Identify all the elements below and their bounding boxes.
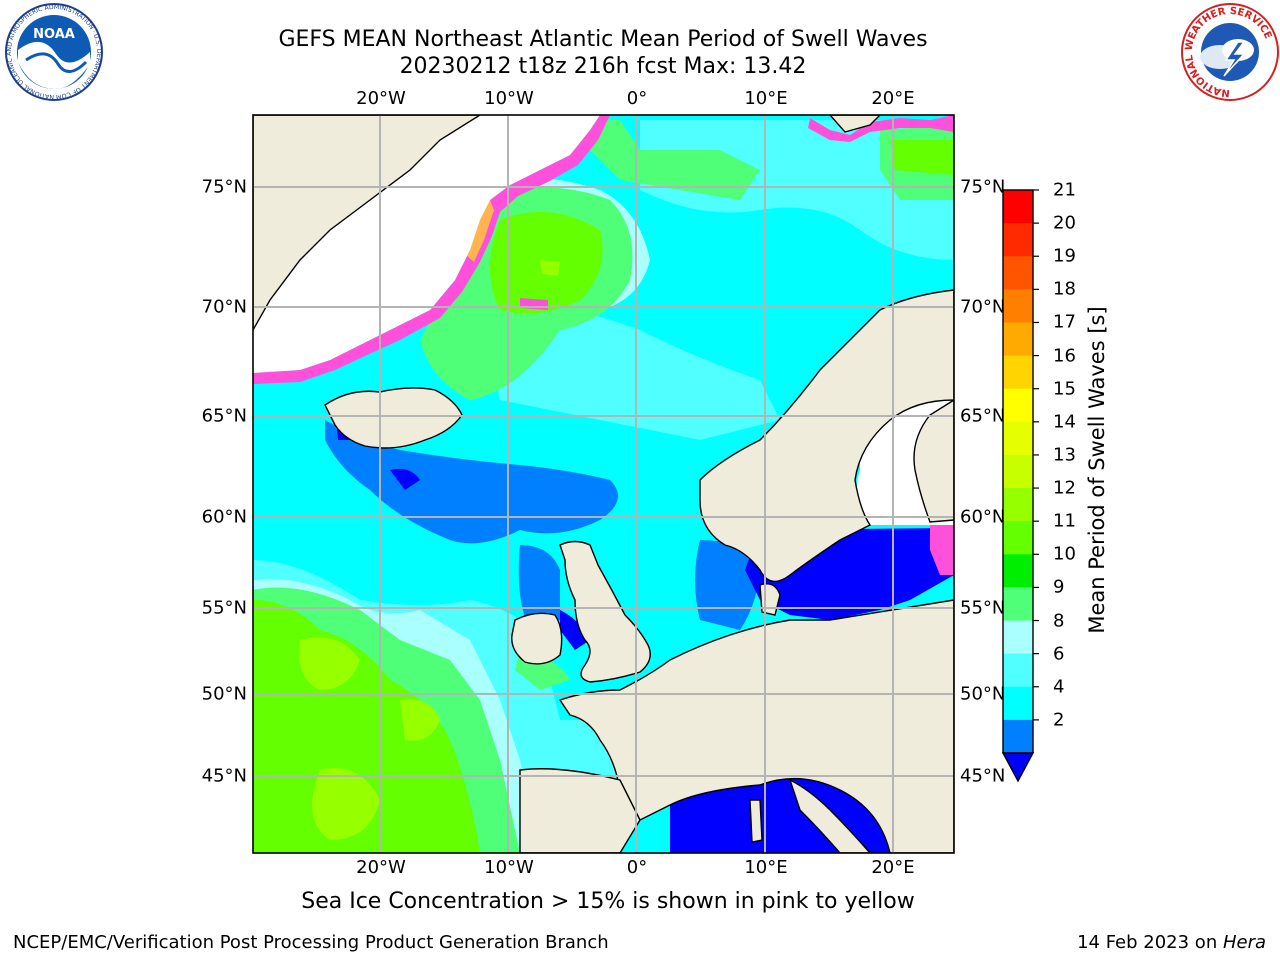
corsica-sardinia-land xyxy=(749,799,763,843)
colorbar-swatch xyxy=(1003,421,1033,456)
colorbar-extend-arrow xyxy=(1001,752,1035,783)
colorbar-tick-label: 16 xyxy=(1053,345,1076,367)
nws-logo: NATIONAL WEATHER SERVICE xyxy=(1181,3,1279,101)
colorbar-swatch xyxy=(1003,223,1033,257)
great-britain-land xyxy=(559,540,651,683)
lon-label-bottom: 20°E xyxy=(871,857,915,878)
lon-label-top: 0° xyxy=(626,88,648,109)
chart-title: GEFS MEAN Northeast Atlantic Mean Period… xyxy=(278,27,928,52)
swell-area-yellow-green xyxy=(299,637,360,690)
land xyxy=(253,115,954,853)
sea-ice-edge xyxy=(466,200,494,262)
colorbar-tick-label: 11 xyxy=(1053,510,1076,532)
colorbar-title: Mean Period of Swell Waves [s] xyxy=(1085,306,1109,634)
lat-label-right: 65°N xyxy=(960,405,1006,427)
colorbar-tick-label: 20 xyxy=(1053,212,1076,234)
lat-label-right: 50°N xyxy=(960,683,1006,705)
colorbar-tick-label: 10 xyxy=(1053,543,1076,565)
colorbar-swatch xyxy=(1003,719,1033,754)
lon-label-bottom: 0° xyxy=(626,857,648,878)
colorbar-swatch xyxy=(1003,554,1033,588)
colorbar-tick-label: 14 xyxy=(1053,411,1076,433)
swell-area-green xyxy=(890,140,954,175)
lat-label-right: 70°N xyxy=(960,296,1006,318)
colorbar-tick-label: 15 xyxy=(1053,378,1076,400)
colorbar-frame xyxy=(1002,189,1034,754)
lon-label-top: 10°E xyxy=(744,88,788,109)
chart-subtitle: 20230212 t18z 216h fcst Max: 13.42 xyxy=(399,54,807,79)
svalbard-land xyxy=(829,115,881,133)
colorbar-swatch xyxy=(1003,521,1033,555)
footer-date-text: 14 Feb 2023 on xyxy=(1077,932,1223,953)
swell-area-yellow-green xyxy=(312,768,380,840)
colorbar-tick-label: 18 xyxy=(1053,278,1076,300)
sea-ice-edge xyxy=(808,115,954,142)
colorbar xyxy=(1001,189,1039,783)
colorbar-tick-label: 6 xyxy=(1053,643,1065,665)
colorbar-swatch xyxy=(1003,686,1033,721)
colorbar-tick-label: 9 xyxy=(1053,576,1065,598)
lat-label-right: 55°N xyxy=(960,597,1006,619)
italy-land xyxy=(788,778,871,853)
graticule xyxy=(253,115,954,853)
lat-label-left: 65°N xyxy=(201,405,247,427)
colorbar-swatch xyxy=(1003,388,1033,423)
scandinavia-land xyxy=(699,289,954,583)
irish-sea-deep-blue xyxy=(560,610,590,650)
lat-label-left: 60°N xyxy=(201,506,247,528)
footer-machine: Hera xyxy=(1222,932,1266,953)
lat-label-right: 60°N xyxy=(960,506,1006,528)
colorbar-swatch xyxy=(1003,488,1033,522)
colorbar-tick-label: 13 xyxy=(1053,444,1076,466)
lat-label-left: 55°N xyxy=(201,597,247,619)
lon-label-bottom: 20°W xyxy=(356,857,406,878)
colorbar-tick-label: 19 xyxy=(1053,245,1076,267)
lat-label-left: 50°N xyxy=(201,683,247,705)
colorbar-swatch xyxy=(1003,587,1033,622)
colorbar-swatch xyxy=(1003,322,1033,357)
swell-area-light-green xyxy=(560,120,760,200)
colorbar-tick-label: 2 xyxy=(1053,709,1065,731)
colorbar-swatch xyxy=(1003,289,1033,323)
greenland-land xyxy=(253,115,482,332)
colorbar-tick-label: 12 xyxy=(1053,477,1076,499)
swell-area-yellow-green xyxy=(400,699,440,741)
colorbar-swatch xyxy=(1003,454,1033,489)
swell-area-blue xyxy=(325,420,618,544)
lon-label-top: 20°W xyxy=(356,88,406,109)
sea-ice-edge xyxy=(930,520,954,575)
lat-label-left: 45°N xyxy=(201,765,247,787)
swell-area-yellow-green xyxy=(540,260,560,276)
colorbar-tick-label: 4 xyxy=(1053,676,1065,698)
lon-label-top: 10°W xyxy=(484,88,534,109)
colorbar-swatch xyxy=(1003,256,1033,290)
norwegian-coast-deep-blue xyxy=(390,468,420,490)
colorbar-tick-label: 8 xyxy=(1053,610,1065,632)
colorbar-swatch xyxy=(1003,653,1033,688)
colorbar-swatch xyxy=(1003,620,1033,655)
sea-ice-edge xyxy=(520,298,548,310)
adriatic-deep-blue xyxy=(800,770,870,830)
lat-label-right: 45°N xyxy=(960,765,1006,787)
sea-ice-note: Sea Ice Concentration > 15% is shown in … xyxy=(301,889,915,914)
footer-date: 14 Feb 2023 on Hera xyxy=(1077,932,1266,953)
ireland-land xyxy=(511,612,563,665)
lat-label-left: 75°N xyxy=(201,176,247,198)
lon-label-bottom: 10°W xyxy=(484,857,534,878)
colorbar-swatch xyxy=(1003,355,1033,390)
noaa-logo: NATIONAL OCEANIC AND ATMOSPHERIC ADMINIS… xyxy=(2,2,103,101)
lat-label-right: 75°N xyxy=(960,176,1006,198)
noaa-logo-text: NOAA xyxy=(33,27,75,42)
footer-org: NCEP/EMC/Verification Post Processing Pr… xyxy=(13,932,609,953)
colorbar-swatch xyxy=(1003,190,1033,224)
lat-label-left: 70°N xyxy=(201,296,247,318)
map-frame xyxy=(252,114,955,854)
colorbar-tick-label: 21 xyxy=(1053,179,1076,201)
lon-label-bottom: 10°E xyxy=(744,857,788,878)
lon-label-top: 20°E xyxy=(871,88,915,109)
sea-ice-edge xyxy=(253,115,610,384)
colorbar-tick-label: 17 xyxy=(1053,311,1076,333)
